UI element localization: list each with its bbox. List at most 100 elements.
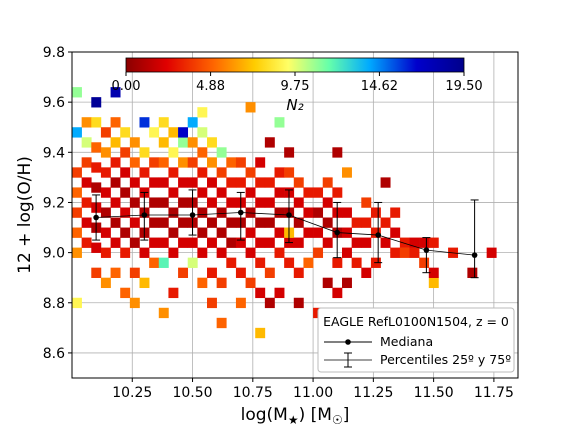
colorbar-label: N₂ xyxy=(286,96,303,114)
heatmap-cell-29 xyxy=(100,167,111,178)
heatmap-cell-118 xyxy=(207,197,217,208)
legend: EAGLE RefL0100N1504, z = 0 Mediana Perce… xyxy=(317,307,515,373)
heatmap-cell-34 xyxy=(110,217,121,228)
heatmap-cell-46 xyxy=(120,167,131,178)
heatmap-cell-20 xyxy=(91,162,102,173)
x-tick-label-3: 11.00 xyxy=(293,385,333,401)
heatmap-cell-86 xyxy=(168,167,179,178)
y-tick-label-5: 9.6 xyxy=(43,95,65,111)
y-tick-label-1: 8.8 xyxy=(43,296,65,312)
heatmap-cell-217 xyxy=(361,197,372,208)
heatmap-cell-161 xyxy=(264,217,275,228)
heatmap-cell-122 xyxy=(216,317,227,329)
heatmap-cell-98 xyxy=(187,237,198,248)
heatmap-cell-44 xyxy=(120,207,131,218)
heatmap-cell-116 xyxy=(207,237,217,248)
heatmap-cell-197 xyxy=(322,217,333,228)
heatmap-cell-232 xyxy=(419,237,430,248)
heatmap-cell-73 xyxy=(158,257,169,268)
heatmap-cell-108 xyxy=(197,207,208,218)
heatmap-cell-120 xyxy=(207,157,217,168)
heatmap-cell-150 xyxy=(255,327,266,339)
x-ticks: 10.25 10.50 10.75 11.00 11.25 11.50 11.75 xyxy=(112,378,514,401)
heatmap-cell-39 xyxy=(110,117,121,128)
heatmap-cell-36 xyxy=(110,177,121,188)
heatmap-cell-152 xyxy=(255,257,266,268)
heatmap-cell-215 xyxy=(361,237,372,248)
heatmap-cell-95 xyxy=(178,137,189,148)
heatmap-cell-190 xyxy=(313,247,324,258)
median-line xyxy=(93,209,478,258)
heatmap-cell-167 xyxy=(274,227,285,238)
heatmap-cell-166 xyxy=(274,247,285,258)
heatmap-cell-135 xyxy=(226,157,237,168)
legend-median-label: Mediana xyxy=(380,334,433,349)
heatmap-cell-41 xyxy=(120,287,131,299)
heatmap-cell-238 xyxy=(486,247,497,258)
x-tick-label-2: 10.75 xyxy=(233,385,273,401)
heatmap-cell-50 xyxy=(129,267,140,278)
heatmap-cell-112 xyxy=(197,127,208,138)
heatmap-cell-149 xyxy=(245,102,256,113)
heatmap-cell-164 xyxy=(264,137,275,148)
heatmap-cell-64 xyxy=(139,117,150,128)
heatmap-cell-158 xyxy=(264,297,275,309)
heatmap-cell-204 xyxy=(332,187,343,198)
plot-frame xyxy=(71,51,519,379)
heatmap-cell-172 xyxy=(284,257,295,268)
heatmap-cell-159 xyxy=(264,267,275,278)
heatmap-cell-32 xyxy=(110,267,121,278)
heatmap-cell-123 xyxy=(216,277,227,289)
heatmap-cell-22 xyxy=(91,117,102,128)
heatmap-cell-77 xyxy=(158,177,169,188)
heatmap-cell-141 xyxy=(235,177,246,188)
x-tick-label-0: 10.25 xyxy=(112,385,152,401)
heatmap-cell-191 xyxy=(313,227,324,238)
heatmap-cell-133 xyxy=(226,197,237,208)
heatmap-cell-155 xyxy=(255,197,266,208)
heatmap-cell-19 xyxy=(91,182,102,193)
heatmap-cell-55 xyxy=(129,157,140,168)
heatmap-cell-230 xyxy=(409,247,420,258)
heatmap-cell-187 xyxy=(303,207,314,218)
heatmap-cell-184 xyxy=(293,177,304,188)
heatmap-cell-79 xyxy=(158,137,169,148)
heatmap-cell-78 xyxy=(158,157,169,168)
heatmap-cell-117 xyxy=(207,217,217,228)
heatmap-cell-105 xyxy=(197,277,208,289)
heatmap-cell-156 xyxy=(255,177,266,188)
heatmap-cell-143 xyxy=(245,277,256,289)
heatmap-cell-186 xyxy=(303,227,314,238)
heatmap-cell-6 xyxy=(72,127,82,138)
heatmap-cell-234 xyxy=(428,267,439,278)
heatmap-cell-21 xyxy=(91,142,102,153)
heatmap-cell-222 xyxy=(380,217,391,228)
heatmap-cell-47 xyxy=(120,147,131,158)
heatmap-cell-13 xyxy=(81,137,92,148)
heatmap-cell-147 xyxy=(245,187,256,198)
heatmap-cell-91 xyxy=(178,217,189,228)
heatmap-cell-200 xyxy=(332,287,343,299)
heatmap-cell-84 xyxy=(168,207,179,218)
heatmap-cell-52 xyxy=(129,217,140,228)
median-point-4 xyxy=(286,212,292,218)
heatmap-cell-48 xyxy=(120,127,131,138)
heatmap-cell-45 xyxy=(120,187,131,198)
heatmap-cell-80 xyxy=(158,117,169,128)
heatmap-cell-179 xyxy=(293,297,304,309)
heatmap-cell-8 xyxy=(81,237,92,248)
heatmap-cell-163 xyxy=(264,177,275,188)
heatmap-cell-111 xyxy=(197,147,208,158)
colorbar-tick-label-3: 14.62 xyxy=(361,79,398,94)
heatmap-cell-144 xyxy=(245,247,256,258)
heatmap-cell-0 xyxy=(72,297,82,309)
heatmap-cell-221 xyxy=(380,237,391,248)
heatmap-cell-136 xyxy=(235,297,246,309)
heatmap-cell-129 xyxy=(216,147,227,158)
x-tick-label-5: 11.50 xyxy=(414,385,454,401)
heatmap-cell-62 xyxy=(139,167,150,178)
heatmap-cell-130 xyxy=(226,257,237,268)
heatmap-cell-188 xyxy=(303,187,314,198)
heatmap-cell-131 xyxy=(226,237,237,248)
